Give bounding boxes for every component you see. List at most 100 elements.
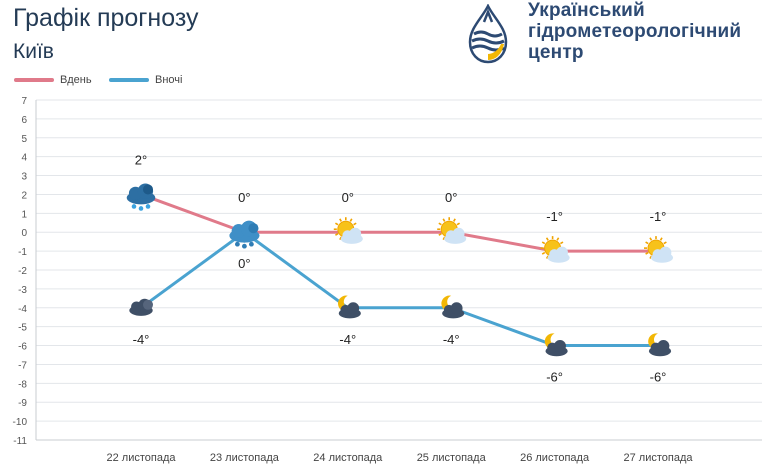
- x-tick-label: 25 листопада: [417, 452, 487, 464]
- data-label: -4°: [133, 332, 150, 347]
- y-tick-label: 5: [21, 134, 27, 145]
- y-tick-label: -8: [18, 379, 27, 390]
- y-tick-label: 3: [21, 172, 27, 183]
- cloud-part: [556, 246, 568, 259]
- x-tick-label: 23 листопада: [210, 452, 280, 464]
- data-label: -1°: [650, 209, 667, 224]
- legend-label-night: Вночі: [155, 74, 183, 86]
- y-tick-label: -5: [18, 323, 27, 334]
- snowflake: [138, 206, 144, 211]
- data-label: -6°: [650, 370, 667, 385]
- legend-swatch-night: [109, 78, 149, 83]
- org-line-3: центр: [528, 42, 584, 63]
- sun-cloud-icon: [437, 217, 467, 244]
- cloud-part: [143, 299, 153, 310]
- y-tick-label: -3: [18, 285, 27, 296]
- sun-ray: [659, 237, 663, 241]
- sun-ray: [335, 222, 339, 226]
- moon-cloud-icon: [441, 295, 465, 319]
- data-label: 2°: [135, 152, 147, 167]
- sun-ray: [545, 237, 549, 241]
- sun-ray: [559, 241, 564, 245]
- data-label: 0°: [445, 190, 457, 205]
- sun-ray: [453, 218, 456, 222]
- sun-ray: [645, 251, 649, 255]
- dark-cloud-icon: [129, 298, 153, 316]
- moon-cloud-icon: [337, 295, 361, 319]
- org-line-2: гідрометеорологічний: [528, 21, 742, 42]
- sun-ray: [442, 236, 446, 241]
- data-label: -6°: [546, 370, 563, 385]
- series-line-night: [139, 230, 660, 348]
- snow-rain-cloud-icon: [126, 183, 156, 211]
- org-line-1: Український: [528, 0, 645, 21]
- legend-item-day: Вдень: [14, 74, 92, 86]
- y-tick-label: 7: [21, 96, 27, 107]
- x-tick-label: 22 листопада: [107, 452, 177, 464]
- legend-swatch-day: [14, 78, 54, 83]
- sun-ray: [649, 237, 653, 241]
- sun-ray: [545, 255, 549, 259]
- snowflake: [242, 243, 247, 249]
- snowflake: [249, 241, 254, 247]
- moon-cloud-icon: [544, 333, 568, 357]
- data-label: 0°: [238, 190, 250, 205]
- cloud-part: [659, 246, 672, 259]
- y-tick-label: -11: [13, 436, 27, 447]
- page-title: Графік прогнозу: [13, 4, 199, 32]
- y-tick-label: -7: [18, 360, 27, 371]
- x-tick-label: 26 листопада: [520, 452, 590, 464]
- sun-ray: [663, 241, 667, 245]
- sun-ray: [438, 222, 442, 226]
- data-label: -4°: [339, 332, 356, 347]
- y-tick-label: 2: [21, 190, 27, 201]
- sun-cloud-icon: [333, 217, 363, 244]
- sun-ray: [541, 251, 546, 255]
- sun-ray: [438, 233, 442, 236]
- data-label: -1°: [546, 209, 563, 224]
- sun-ray: [556, 237, 560, 241]
- cloud-part: [452, 227, 465, 240]
- data-label: -4°: [443, 332, 460, 347]
- sun-ray: [456, 222, 460, 226]
- y-tick-label: 1: [21, 209, 27, 220]
- sun-ray: [645, 241, 649, 245]
- sun-ray: [339, 218, 342, 222]
- sun-ray: [353, 222, 357, 226]
- y-tick-label: -9: [18, 398, 27, 409]
- data-label: 0°: [238, 256, 250, 271]
- legend-item-night: Вночі: [109, 74, 182, 86]
- cloud-part: [554, 340, 566, 352]
- sun-cloud-icon: [644, 236, 674, 263]
- x-tick-label: 24 листопада: [313, 452, 383, 464]
- sun-cloud-icon: [540, 236, 570, 263]
- cloud-part: [347, 302, 360, 315]
- snowflake: [145, 204, 151, 209]
- uhmc-logo-icon: [468, 4, 508, 64]
- snowflake: [235, 241, 240, 247]
- y-tick-label: 6: [21, 115, 27, 126]
- cloud-part: [143, 184, 153, 195]
- cloud-part: [657, 340, 670, 352]
- data-label: 0°: [342, 190, 354, 205]
- organization-name: Український гідрометеорологічний центр: [528, 0, 741, 63]
- y-tick-label: 0: [21, 228, 27, 239]
- y-tick-label: -10: [13, 417, 28, 428]
- series-line-day: [139, 192, 660, 253]
- sun-ray: [349, 218, 353, 222]
- y-tick-label: -2: [18, 266, 27, 277]
- y-tick-label: -6: [18, 342, 27, 353]
- city-name: Київ: [13, 40, 54, 63]
- cloud-part: [450, 302, 463, 315]
- sun-ray: [541, 241, 546, 245]
- sun-ray: [339, 236, 342, 241]
- y-tick-label: -4: [18, 304, 27, 315]
- sun-ray: [442, 218, 446, 222]
- y-tick-label: -1: [18, 247, 27, 258]
- y-tick-label: 4: [21, 153, 27, 164]
- snow-cloud-icon: [229, 220, 260, 249]
- sun-ray: [335, 233, 339, 236]
- legend-label-day: Вдень: [60, 74, 92, 86]
- cloud-part: [349, 227, 362, 240]
